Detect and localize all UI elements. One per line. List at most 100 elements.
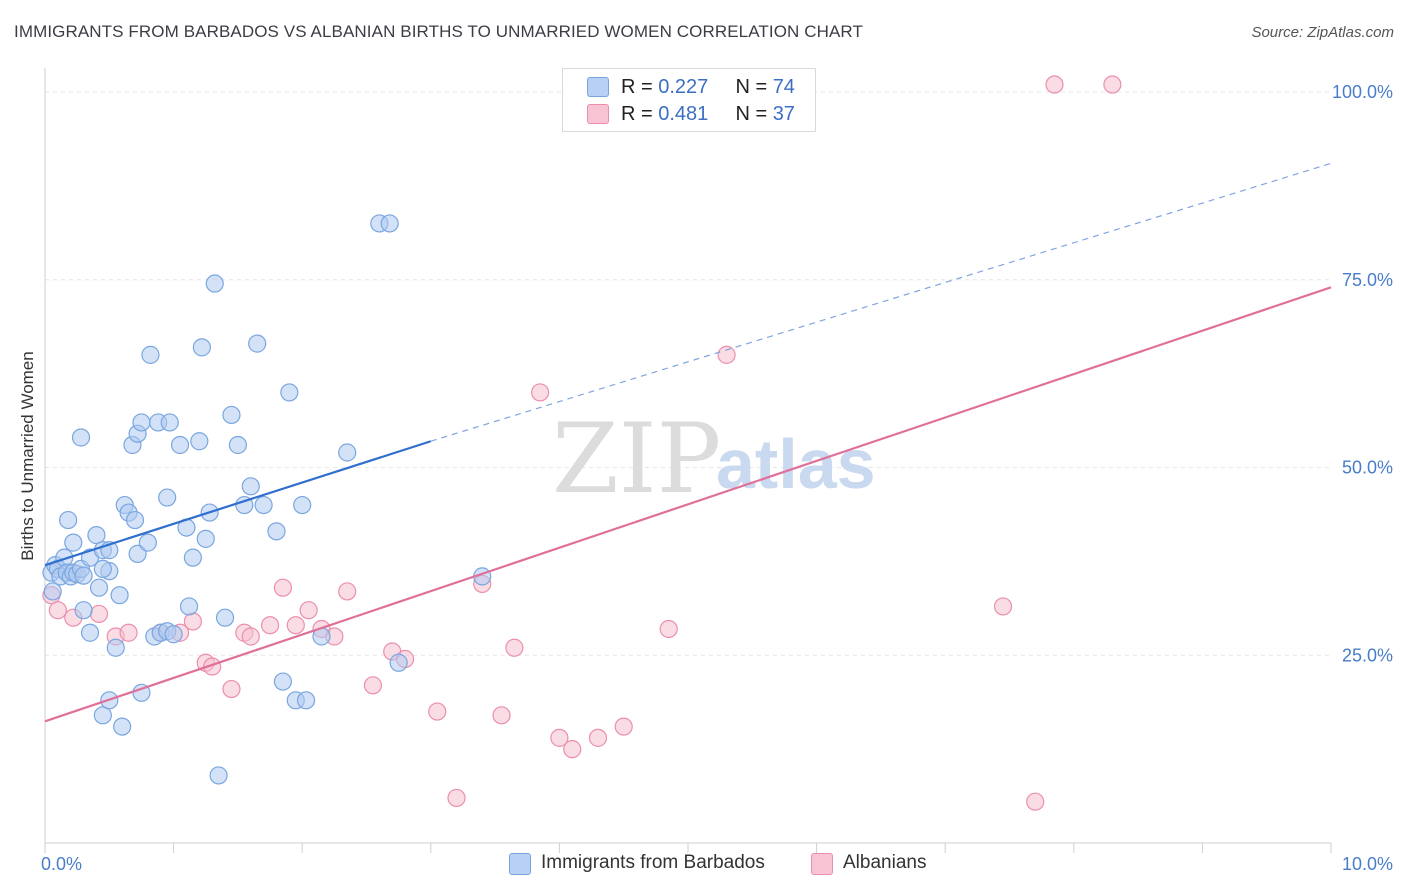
barbados-point <box>228 435 247 455</box>
barbados-point <box>74 566 93 585</box>
bottom-legend-swatch-albanians <box>811 853 833 875</box>
albanians-point <box>492 706 511 725</box>
legend-n-label: N = <box>735 103 773 125</box>
gridlines <box>45 91 1331 656</box>
y-tick-label: 25.0% <box>1342 645 1393 665</box>
barbados-point <box>59 510 78 530</box>
legend-swatch-barbados <box>587 77 609 97</box>
barbados-point <box>164 625 183 644</box>
y-tick-label: 100.0% <box>1332 82 1393 102</box>
albanians-point <box>550 728 569 747</box>
albanians-point <box>614 717 633 736</box>
barbados-point <box>113 717 132 736</box>
x-tick-label: 0.0% <box>41 854 82 874</box>
barbados-point <box>64 533 83 552</box>
legend-r-value: 0.481 <box>658 103 709 125</box>
barbados-point <box>338 443 357 462</box>
source-label: Source: ZipAtlas.com <box>1251 24 1394 41</box>
stats-legend: R = 0.227 N = 74 R = 0.481 N = 37 <box>562 68 816 132</box>
bottom-legend-swatch-barbados <box>509 853 531 875</box>
barbados-point <box>110 586 129 605</box>
barbados-point <box>192 338 211 357</box>
barbados-point <box>215 608 235 627</box>
barbados-point <box>158 488 177 507</box>
barbados-point <box>93 559 112 578</box>
albanians-trend-line <box>44 286 1332 723</box>
legend-r-label: R = <box>621 103 659 125</box>
barbados-point <box>138 533 157 552</box>
trend-lines <box>44 162 1332 723</box>
barbados-point <box>80 623 100 642</box>
albanians-point <box>203 657 222 676</box>
legend-r-label: R = <box>621 76 659 98</box>
barbados-point <box>170 435 190 455</box>
albanians-point <box>286 616 305 635</box>
barbados-point <box>267 522 286 541</box>
barbados-point <box>293 495 312 515</box>
legend-r-value: 0.227 <box>658 76 709 98</box>
albanians-point <box>531 383 550 402</box>
chart-title: IMMIGRANTS FROM BARBADOS VS ALBANIAN BIR… <box>14 22 863 41</box>
legend-n-value: 37 <box>772 103 795 125</box>
x-tick-label: 10.0% <box>1342 854 1393 874</box>
bottom-legend-label-albanians: Albanians <box>843 852 927 873</box>
albanians-point <box>363 676 383 695</box>
barbados-point <box>280 383 299 402</box>
y-tick-label: 50.0% <box>1342 458 1393 478</box>
barbados-point <box>160 413 179 432</box>
barbados-point <box>183 548 202 567</box>
albanians-point <box>563 740 582 759</box>
albanians-point <box>659 619 678 639</box>
legend-n-label: N = <box>735 76 773 98</box>
albanians-point <box>1045 75 1064 94</box>
barbados-point <box>71 428 91 447</box>
barbados-point <box>141 345 160 364</box>
albanians-point <box>717 345 736 364</box>
albanians-point <box>993 597 1013 616</box>
albanians-point <box>89 604 109 624</box>
y-axis-title: Births to Unmarried Women <box>18 351 37 560</box>
watermark: ZIP atlas <box>552 403 876 515</box>
tick-labels: 25.0% 50.0% 75.0% 100.0% 0.0% 10.0% <box>41 82 1393 874</box>
barbados-point <box>132 413 151 432</box>
axes <box>44 68 1332 853</box>
barbados-point <box>205 274 224 293</box>
albanians-point <box>273 578 293 597</box>
albanians-point <box>119 623 138 642</box>
legend-swatch-albanians <box>587 104 609 124</box>
barbados-point <box>87 526 106 545</box>
albanians-point <box>299 601 318 620</box>
barbados-point <box>93 706 112 725</box>
albanians-point <box>505 638 524 657</box>
bottom-legend-label-barbados: Immigrants from Barbados <box>541 852 765 873</box>
barbados-point <box>241 477 260 496</box>
barbados-point <box>43 582 62 601</box>
albanians-point <box>260 616 280 635</box>
barbados-point <box>125 510 145 530</box>
watermark-atlas: atlas <box>716 425 876 503</box>
barbados-point <box>296 691 316 710</box>
barbados-point <box>273 672 293 691</box>
barbados-point <box>196 529 215 548</box>
albanians-point <box>428 702 447 721</box>
albanians-point <box>1026 792 1045 811</box>
barbados-point <box>222 405 241 425</box>
albanians-point <box>338 582 357 601</box>
barbados-point <box>74 601 93 620</box>
albanians-point <box>48 601 67 620</box>
barbados-point <box>89 578 109 597</box>
barbados-point <box>248 334 267 353</box>
albanians-point <box>1103 75 1122 94</box>
albanians-point <box>241 627 260 646</box>
albanians-point <box>588 728 608 747</box>
barbados-point <box>128 544 147 563</box>
watermark-zip: ZIP <box>552 403 721 515</box>
y-tick-label: 75.0% <box>1342 270 1393 290</box>
barbados-point <box>190 432 209 451</box>
barbados-point <box>179 597 199 616</box>
barbados-point <box>389 653 408 672</box>
barbados-point <box>254 495 273 515</box>
barbados-point <box>106 638 125 657</box>
albanians-point <box>183 612 202 631</box>
